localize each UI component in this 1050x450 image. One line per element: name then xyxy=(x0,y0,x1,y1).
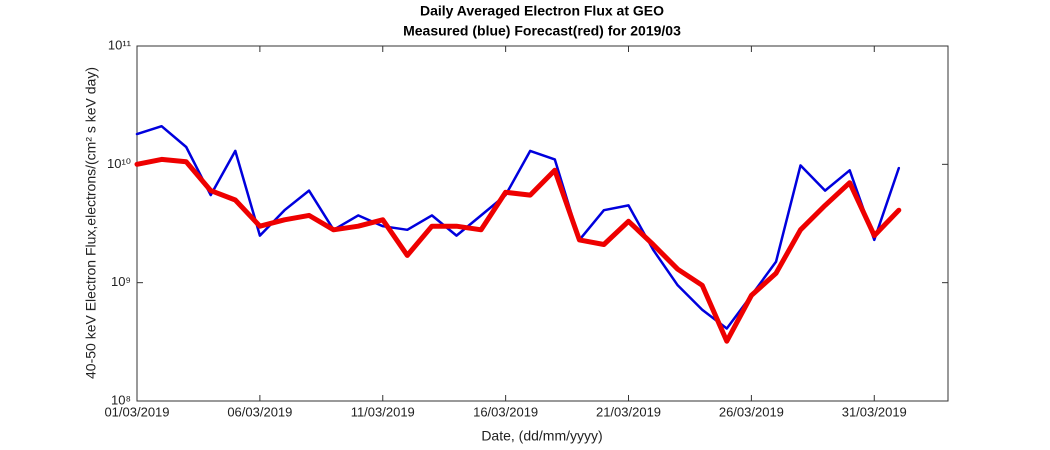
y-tick-label: 10⁸ xyxy=(111,392,131,407)
plot-frame xyxy=(136,45,949,402)
series-line xyxy=(134,156,902,344)
x-tick-label: 26/03/2019 xyxy=(719,404,784,419)
y-tick-label: 10¹⁰ xyxy=(107,156,131,171)
x-tick-label: 21/03/2019 xyxy=(596,404,661,419)
x-tick-label: 31/03/2019 xyxy=(842,404,907,419)
x-tick-label: 06/03/2019 xyxy=(227,404,292,419)
x-tick-label: 11/03/2019 xyxy=(351,404,415,419)
series-line xyxy=(135,124,901,330)
y-tick-label: 10¹¹ xyxy=(108,37,132,52)
x-tick-label: 16/03/2019 xyxy=(473,404,538,419)
chart-subtitle: Measured (blue) Forecast(red) for 2019/0… xyxy=(403,23,681,39)
x-tick-label: 01/03/2019 xyxy=(104,404,169,419)
y-axis-label: 40-50 keV Electron Flux,electrons/(cm² s… xyxy=(83,67,99,379)
x-axis-label: Date, (dd/mm/yyyy) xyxy=(481,428,602,444)
chart-title: Daily Averaged Electron Flux at GEO xyxy=(420,3,664,19)
y-tick-label: 10⁹ xyxy=(111,274,131,289)
